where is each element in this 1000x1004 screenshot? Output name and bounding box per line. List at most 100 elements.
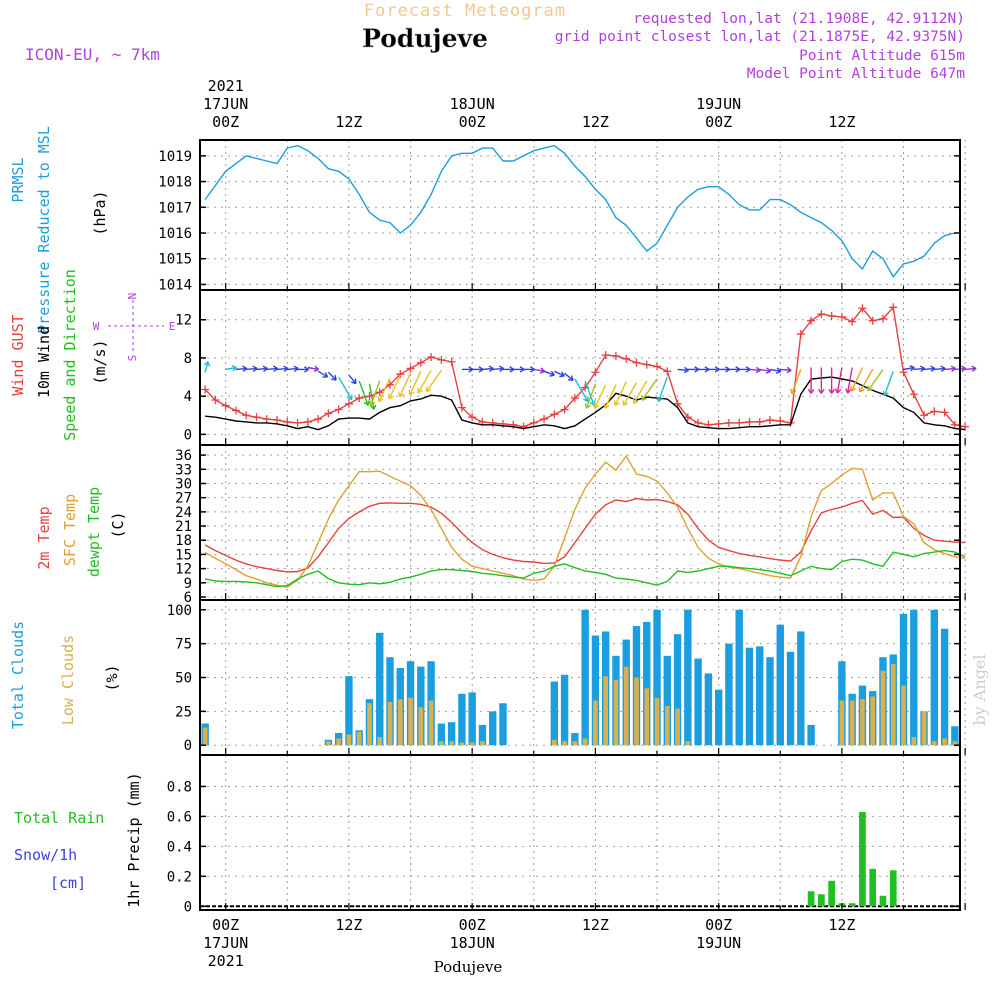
bar-low-clouds (336, 738, 341, 746)
series-line-sfc-temp (204, 454, 966, 588)
bar-low-clouds (480, 741, 485, 746)
bar-total-clouds (643, 621, 651, 746)
bar-low-clouds (408, 697, 413, 746)
top-time-label: 18JUN (450, 95, 495, 113)
bar-total-clouds (745, 647, 754, 746)
wind-arrow-head (786, 366, 792, 374)
wind-arrow (358, 380, 369, 406)
bar-low-clouds (613, 680, 619, 746)
y-tick-label: 1018 (158, 175, 192, 191)
bar-low-clouds (356, 731, 362, 746)
y-tick-label: 33 (175, 462, 192, 478)
bar-low-clouds (685, 741, 691, 746)
wind-arrow (266, 367, 278, 371)
bar-low-clouds (623, 666, 629, 746)
bar-low-clouds (418, 707, 424, 746)
gust-marker (807, 316, 816, 325)
wind-arrow-head (858, 386, 865, 393)
y-tick-label: 25 (175, 704, 192, 720)
bar-total-clouds (735, 609, 743, 746)
panel-label-temp: SFC Temp (61, 494, 79, 566)
bar-total-clouds (581, 609, 589, 746)
bottom-time-label: 12Z (828, 916, 855, 934)
wind-arrow (923, 367, 936, 371)
top-time-label: 12Z (335, 113, 362, 131)
panel-label-precip: 1hr Precip (mm) (125, 772, 143, 907)
wind-arrow (492, 367, 504, 371)
wind-arrow-head (828, 388, 835, 394)
bottom-time-label: 12Z (582, 916, 609, 934)
panel-label-prmsl: Pressure Reduced to MSL (35, 126, 53, 334)
gust-marker (745, 417, 754, 426)
wind-arrow-head (775, 367, 782, 374)
grid-point-coords: grid point closest lon,lat (21.1875E, 42… (555, 29, 965, 45)
wind-arrow-head (622, 400, 629, 406)
gust-marker (324, 409, 333, 418)
gust-marker (314, 415, 323, 424)
precip-legend-text: Snow/1h (14, 846, 77, 864)
y-tick-label: 30 (175, 476, 192, 492)
wind-arrow (246, 367, 258, 371)
top-time-label: 12Z (582, 113, 609, 131)
wind-arrow (657, 376, 668, 402)
wind-arrow (883, 371, 894, 396)
wind-arrow-head (313, 365, 320, 372)
bar-low-clouds (582, 738, 588, 746)
gust-marker (899, 368, 908, 377)
bar-total-rain (859, 811, 866, 907)
wind-arrow (791, 369, 802, 395)
gust-marker (293, 418, 302, 427)
wind-arrow (749, 368, 761, 372)
bottom-time-label: 00Z (212, 916, 239, 934)
wind-arrow-head (322, 372, 329, 378)
gust-marker (509, 420, 518, 429)
y-tick-label: 1019 (158, 149, 192, 165)
wind-arrow (759, 368, 771, 373)
gust-marker (837, 312, 846, 321)
gust-marker (673, 399, 682, 408)
bottom-time-label: 2021 (208, 952, 244, 970)
gust-marker (221, 401, 230, 410)
bar-total-clouds (478, 724, 487, 746)
wind-arrow (327, 371, 337, 381)
gust-marker (550, 410, 559, 419)
bottom-time-label: 12Z (335, 916, 362, 934)
gust-marker (663, 367, 672, 376)
wind-arrow (913, 367, 925, 371)
wind-arrow-head (971, 365, 977, 373)
bar-low-clouds (860, 699, 865, 746)
wind-arrow (622, 382, 638, 406)
wind-arrow-head (593, 403, 600, 409)
precip-legend-text: [cm] (50, 874, 86, 892)
gust-marker (827, 311, 836, 320)
bar-total-clouds (663, 655, 671, 746)
bar-low-clouds (572, 741, 578, 746)
wind-arrow-head (834, 388, 842, 394)
gust-marker (878, 314, 887, 323)
gust-marker (560, 405, 569, 414)
bottom-time-label: 17JUN (203, 934, 248, 952)
y-tick-label: 27 (175, 491, 192, 507)
bar-low-clouds (870, 696, 876, 746)
gust-marker (252, 413, 261, 422)
y-tick-label: 1016 (158, 226, 192, 242)
bar-total-clouds (550, 681, 559, 746)
y-tick-label: 4 (184, 389, 192, 405)
bar-low-clouds (469, 742, 475, 746)
wind-arrow (482, 367, 494, 371)
y-tick-label: 36 (175, 448, 192, 464)
wind-arrow-head (603, 403, 610, 409)
y-tick-label: 15 (175, 547, 192, 563)
bar-low-clouds (459, 742, 465, 746)
bar-total-clouds (786, 651, 795, 746)
compass-letter: S (126, 355, 139, 362)
bar-low-clouds (377, 737, 383, 746)
bar-total-clouds (458, 693, 466, 746)
panel-label-wind: Wind GUST (9, 314, 27, 395)
wind-arrow (338, 376, 353, 400)
bar-low-clouds (952, 741, 958, 746)
grid-layer (200, 140, 966, 910)
top-time-label: 17JUN (203, 95, 248, 113)
panel-label-temp: (C) (109, 511, 127, 538)
wind-arrow-head (641, 395, 647, 401)
